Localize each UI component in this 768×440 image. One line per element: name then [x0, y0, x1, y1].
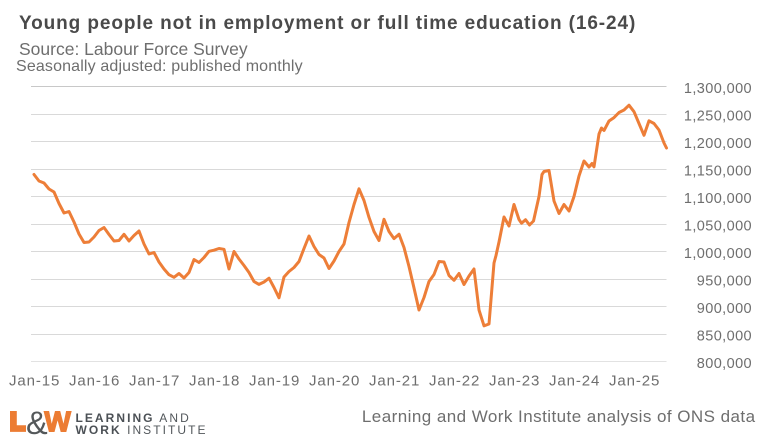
- svg-text:Jan-21: Jan-21: [369, 372, 420, 389]
- svg-text:1,000,000: 1,000,000: [684, 246, 752, 262]
- svg-text:&: &: [26, 405, 48, 440]
- svg-text:Jan-22: Jan-22: [429, 372, 480, 389]
- svg-text:Jan-23: Jan-23: [489, 372, 540, 389]
- svg-text:Jan-25: Jan-25: [609, 372, 660, 389]
- svg-text:Jan-17: Jan-17: [129, 372, 180, 389]
- svg-text:1,300,000: 1,300,000: [684, 81, 752, 97]
- svg-text:800,000: 800,000: [697, 356, 752, 372]
- svg-text:1,250,000: 1,250,000: [684, 108, 752, 124]
- svg-text:950,000: 950,000: [697, 274, 752, 290]
- svg-text:1,200,000: 1,200,000: [684, 136, 752, 152]
- svg-text:1,050,000: 1,050,000: [684, 218, 752, 234]
- svg-text:Jan-15: Jan-15: [9, 372, 60, 389]
- svg-text:1,150,000: 1,150,000: [684, 163, 752, 179]
- svg-text:850,000: 850,000: [697, 329, 752, 345]
- svg-text:Jan-19: Jan-19: [249, 372, 300, 389]
- svg-text:Jan-24: Jan-24: [549, 372, 600, 389]
- svg-text:Jan-16: Jan-16: [69, 372, 120, 389]
- svg-text:Jan-20: Jan-20: [309, 372, 360, 389]
- svg-text:900,000: 900,000: [697, 301, 752, 317]
- svg-text:Jan-18: Jan-18: [189, 372, 240, 389]
- svg-text:1,100,000: 1,100,000: [684, 191, 752, 207]
